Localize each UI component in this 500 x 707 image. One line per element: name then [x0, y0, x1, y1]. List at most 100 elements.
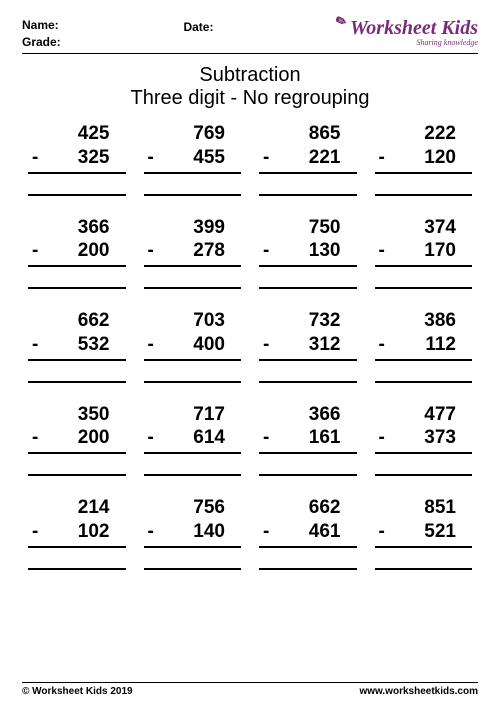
- subtraction-problem: 214-102: [28, 496, 126, 570]
- minus-sign: -: [375, 239, 425, 263]
- subtrahend-row: -140: [144, 520, 242, 544]
- answer-line: [375, 454, 473, 476]
- subtraction-problem: 756-140: [144, 496, 242, 570]
- subtrahend: 455: [193, 146, 225, 170]
- answer-line: [144, 454, 242, 476]
- minus-sign: -: [144, 239, 194, 263]
- answer-line: [375, 267, 473, 289]
- answer-line: [375, 548, 473, 570]
- minuend: 374: [375, 216, 473, 240]
- subtraction-problem: 662-532: [28, 309, 126, 383]
- title-block: Subtraction Three digit - No regrouping: [22, 64, 478, 110]
- minuend: 662: [259, 496, 357, 520]
- problem-grid: 425-325769-455865-221222-120366-200399-2…: [22, 122, 478, 570]
- subtrahend-row: -325: [28, 146, 126, 170]
- subtrahend-row: -161: [259, 426, 357, 450]
- subtrahend: 532: [78, 333, 110, 357]
- subtraction-problem: 350-200: [28, 403, 126, 477]
- minuend: 399: [144, 216, 242, 240]
- minus-sign: -: [259, 333, 309, 357]
- subtrahend-row: -200: [28, 239, 126, 263]
- subtrahend: 130: [309, 239, 341, 263]
- minuend: 662: [28, 309, 126, 333]
- minuend: 851: [375, 496, 473, 520]
- subtrahend-row: -455: [144, 146, 242, 170]
- minus-sign: -: [259, 426, 309, 450]
- minus-sign: -: [28, 520, 78, 544]
- subtrahend-row: -200: [28, 426, 126, 450]
- subtrahend: 278: [193, 239, 225, 263]
- subtrahend-row: -400: [144, 333, 242, 357]
- worksheet-header: Name: Grade: Date: ✎Worksheet Kids Shari…: [22, 18, 478, 54]
- subtrahend: 312: [309, 333, 341, 357]
- worksheet-footer: © Worksheet Kids 2019 www.worksheetkids.…: [22, 682, 478, 697]
- minus-sign: -: [144, 520, 194, 544]
- minus-sign: -: [28, 239, 78, 263]
- minus-sign: -: [259, 520, 309, 544]
- subtraction-problem: 703-400: [144, 309, 242, 383]
- pencil-icon: ✎: [333, 14, 350, 32]
- subtrahend-row: -312: [259, 333, 357, 357]
- minuend: 769: [144, 122, 242, 146]
- subtrahend: 161: [309, 426, 341, 450]
- subtrahend: 221: [309, 146, 341, 170]
- minuend: 750: [259, 216, 357, 240]
- subtraction-problem: 750-130: [259, 216, 357, 290]
- title-main: Subtraction: [22, 64, 478, 87]
- name-label: Name:: [22, 18, 61, 32]
- minus-sign: -: [28, 333, 78, 357]
- subtrahend-row: -102: [28, 520, 126, 544]
- minus-sign: -: [259, 146, 309, 170]
- minus-sign: -: [375, 333, 426, 357]
- answer-line: [28, 454, 126, 476]
- grade-label: Grade:: [22, 35, 61, 49]
- answer-line: [28, 267, 126, 289]
- minus-sign: -: [259, 239, 309, 263]
- subtrahend-row: -130: [259, 239, 357, 263]
- minuend: 366: [28, 216, 126, 240]
- minuend: 865: [259, 122, 357, 146]
- logo: ✎Worksheet Kids Sharing knowledge: [336, 18, 478, 47]
- minus-sign: -: [375, 146, 425, 170]
- minuend: 386: [375, 309, 473, 333]
- subtraction-problem: 769-455: [144, 122, 242, 196]
- subtrahend-row: -170: [375, 239, 473, 263]
- logo-text: Worksheet Kids: [350, 17, 478, 39]
- title-sub: Three digit - No regrouping: [22, 87, 478, 110]
- header-left: Name: Grade:: [22, 18, 61, 49]
- subtrahend-row: -278: [144, 239, 242, 263]
- answer-line: [375, 174, 473, 196]
- subtrahend: 112: [425, 333, 456, 357]
- logo-tagline: Sharing knowledge: [336, 38, 478, 47]
- minus-sign: -: [28, 426, 78, 450]
- subtraction-problem: 425-325: [28, 122, 126, 196]
- subtrahend: 200: [78, 426, 110, 450]
- subtraction-problem: 851-521: [375, 496, 473, 570]
- subtrahend-row: -120: [375, 146, 473, 170]
- subtrahend: 170: [424, 239, 456, 263]
- copyright: © Worksheet Kids 2019: [22, 686, 133, 697]
- answer-line: [144, 174, 242, 196]
- subtrahend-row: -532: [28, 333, 126, 357]
- answer-line: [259, 174, 357, 196]
- minuend: 732: [259, 309, 357, 333]
- subtrahend: 325: [78, 146, 110, 170]
- answer-line: [28, 361, 126, 383]
- minus-sign: -: [375, 426, 425, 450]
- answer-line: [144, 267, 242, 289]
- subtrahend-row: -614: [144, 426, 242, 450]
- date-label: Date:: [183, 18, 213, 34]
- answer-line: [259, 267, 357, 289]
- subtrahend: 461: [309, 520, 341, 544]
- minus-sign: -: [144, 426, 194, 450]
- answer-line: [28, 548, 126, 570]
- minuend: 350: [28, 403, 126, 427]
- subtraction-problem: 717-614: [144, 403, 242, 477]
- subtrahend-row: -221: [259, 146, 357, 170]
- answer-line: [259, 454, 357, 476]
- website-url: www.worksheetkids.com: [359, 686, 478, 697]
- subtraction-problem: 477-373: [375, 403, 473, 477]
- answer-line: [259, 361, 357, 383]
- subtrahend-row: -461: [259, 520, 357, 544]
- subtrahend: 614: [193, 426, 225, 450]
